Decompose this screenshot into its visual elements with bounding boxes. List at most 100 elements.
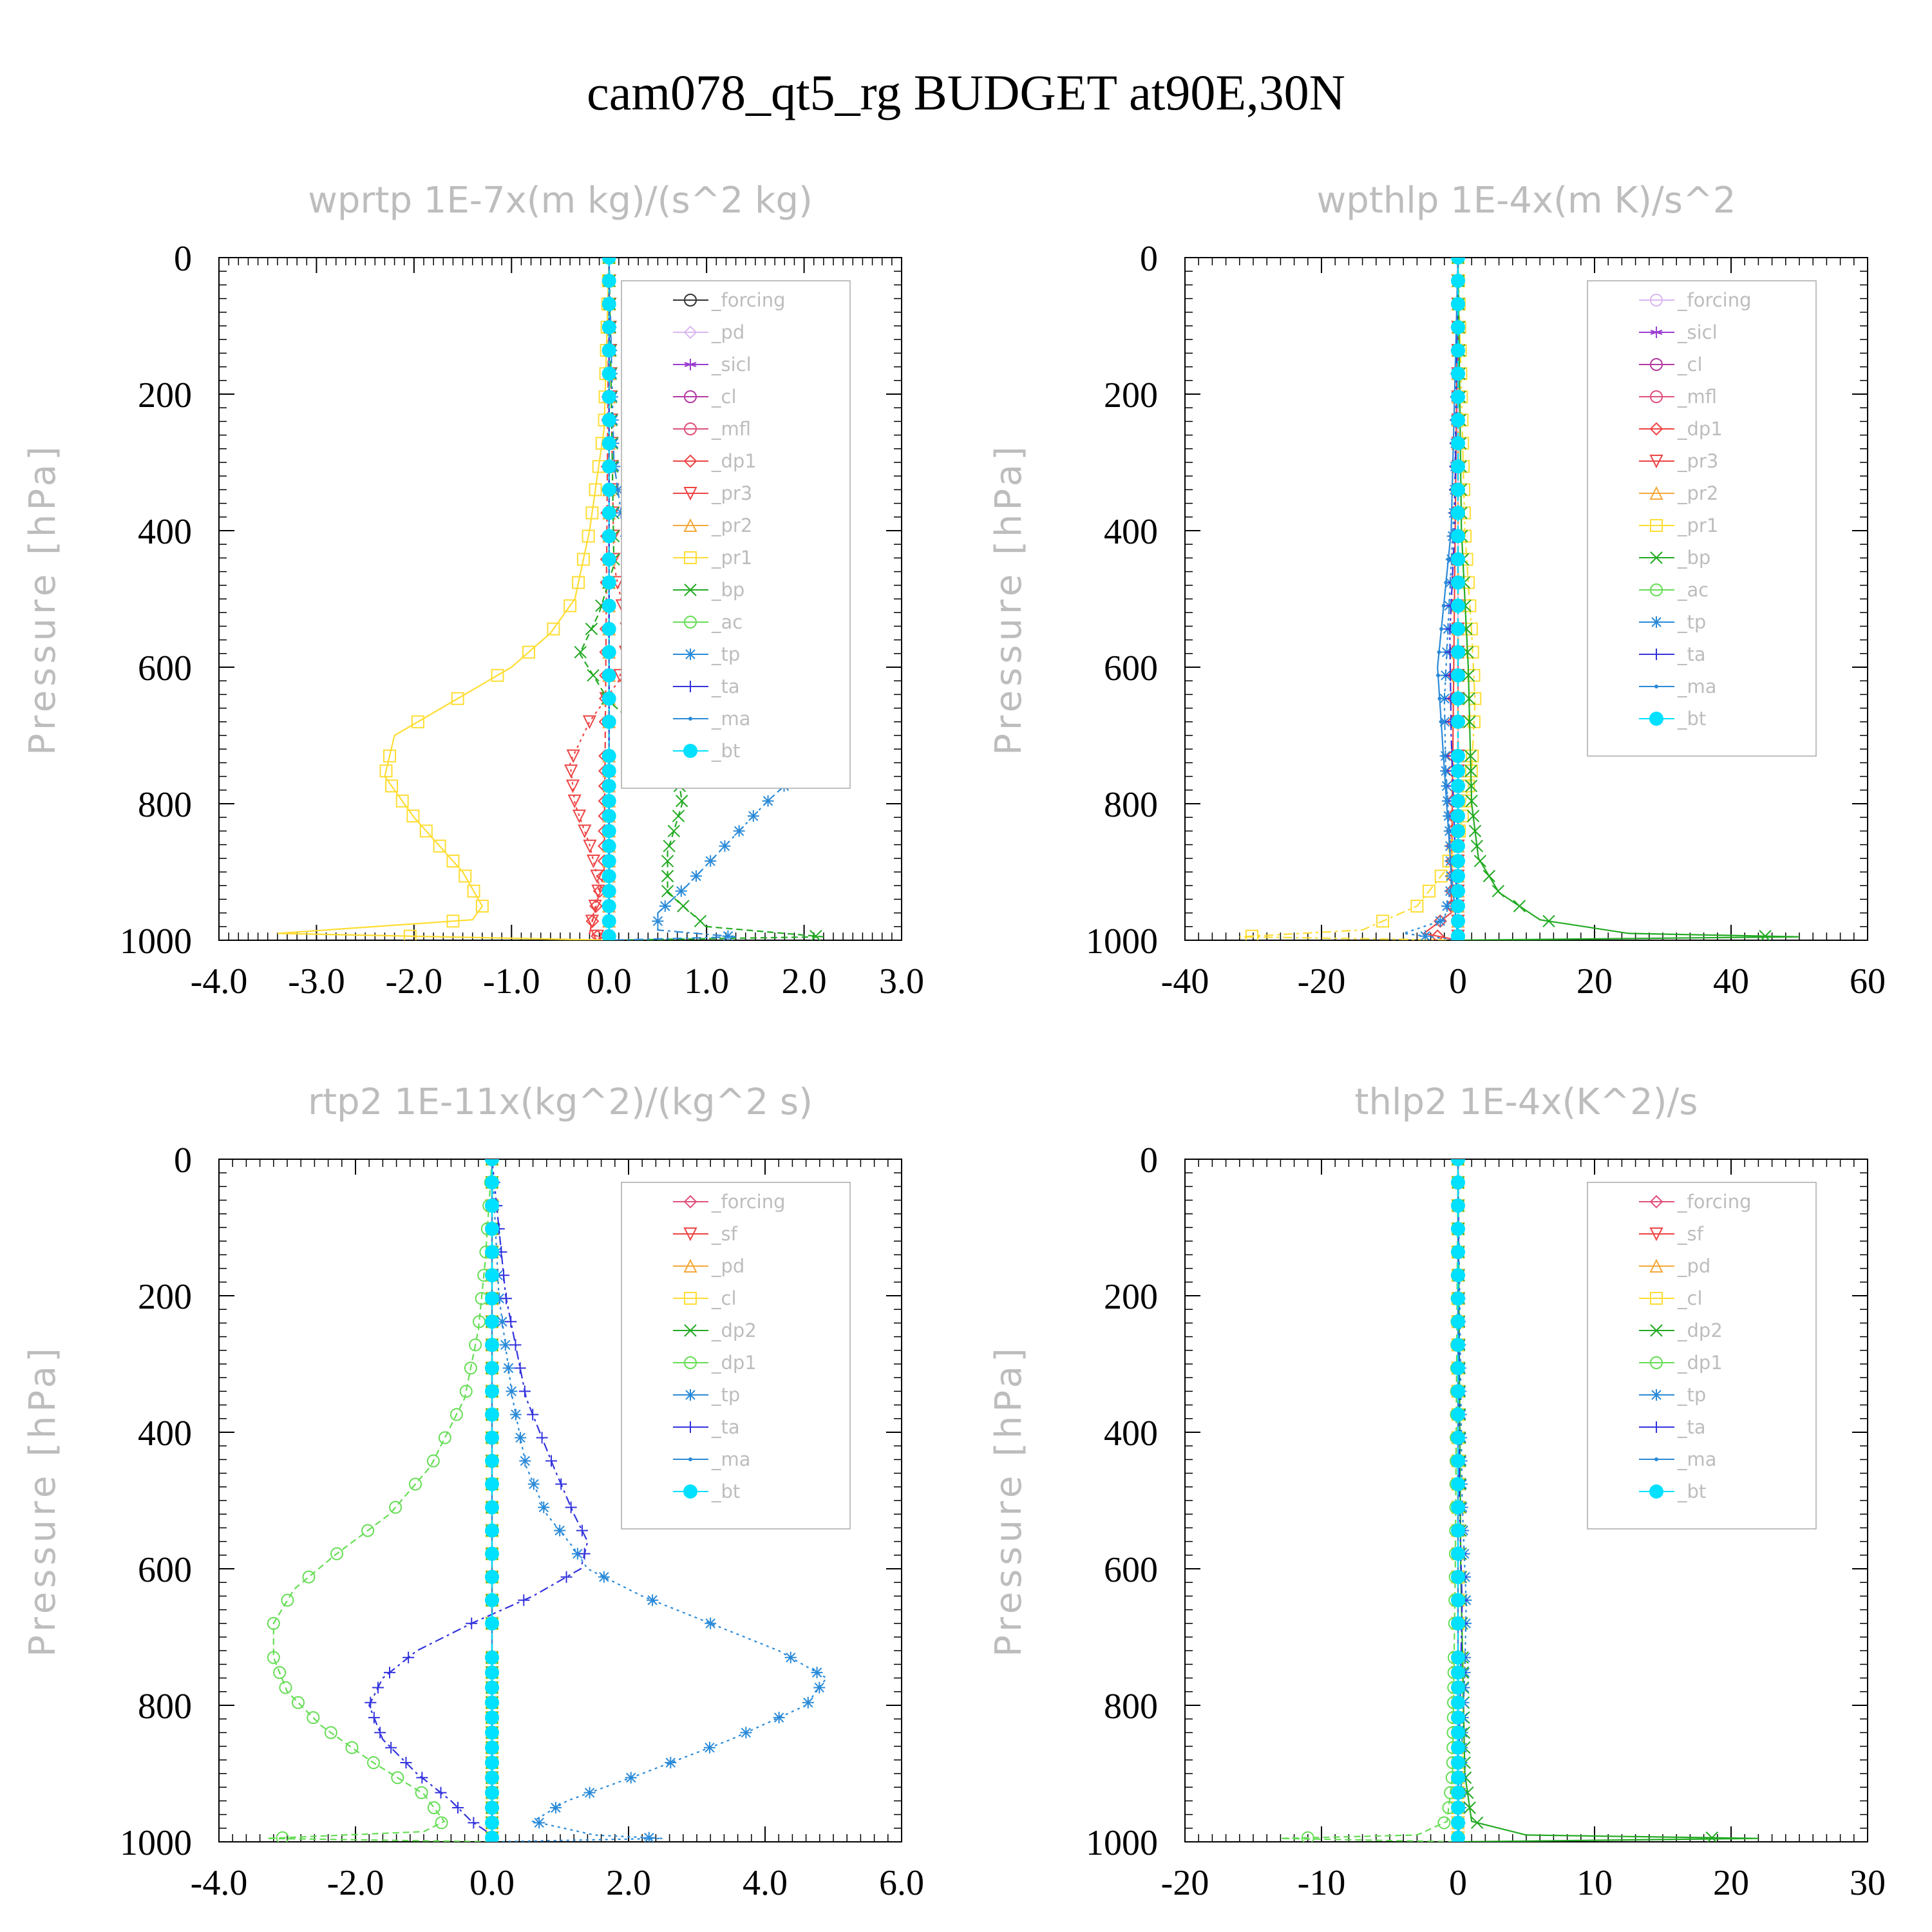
data-point [485, 1430, 499, 1445]
data-point [485, 1695, 499, 1710]
data-point [533, 1817, 545, 1829]
x-tick-label: 0.0 [587, 961, 632, 1001]
data-point [395, 794, 409, 808]
legend-marker [683, 1258, 697, 1273]
data-point [485, 1500, 499, 1515]
legend-marker [1649, 1258, 1663, 1273]
data-point [601, 779, 616, 793]
legend: _forcing _sf _pd _cl _dp2 _dp1 _tp _ta _ma _bt [1587, 1182, 1817, 1530]
series-bt [485, 1159, 499, 1842]
legend-label: _dp1 [711, 450, 757, 472]
data-point [810, 929, 822, 940]
legend-marker [1649, 1227, 1663, 1242]
data-point [485, 1680, 499, 1695]
panel-title: thlp2 1E-4x(K^2)/s [1355, 1081, 1698, 1123]
data-point [601, 838, 616, 853]
data-point [1451, 1710, 1465, 1725]
series-line [368, 1159, 589, 1842]
data-point [408, 1477, 422, 1491]
data-point [372, 1681, 384, 1694]
legend-label: _pr2 [711, 515, 752, 536]
y-tick-label: 1000 [120, 1823, 192, 1863]
data-point [564, 764, 578, 779]
data-point [1451, 1680, 1465, 1695]
data-point [361, 1524, 375, 1537]
data-point [601, 258, 616, 265]
x-tick-label: -3.0 [288, 961, 345, 1001]
data-point [467, 884, 480, 898]
data-point [509, 1408, 522, 1421]
data-point [1444, 580, 1448, 585]
data-point [1451, 1725, 1465, 1740]
legend-marker [683, 1484, 697, 1499]
data-point [519, 1455, 531, 1467]
data-point [276, 1831, 289, 1842]
x-tick-label: -4.0 [191, 1863, 248, 1903]
data-point [514, 1362, 526, 1374]
data-point [485, 1245, 499, 1260]
data-point [601, 621, 616, 636]
x-tick-label: -10 [1298, 1863, 1346, 1903]
data-point [1451, 390, 1465, 404]
legend-marker [684, 551, 697, 564]
legend-label: _tp [711, 1384, 740, 1406]
legend-marker [685, 649, 696, 660]
legend-item: _forcing [1639, 289, 1752, 311]
data-point [1513, 900, 1526, 913]
legend-label: _ma [711, 708, 751, 730]
data-point [740, 1727, 752, 1739]
data-point [1451, 793, 1465, 808]
data-point [1451, 929, 1465, 940]
data-point [811, 1667, 823, 1679]
data-point [1451, 1500, 1465, 1515]
data-point [1441, 900, 1454, 912]
legend-label: _forcing [1677, 289, 1752, 311]
data-point [1437, 696, 1442, 701]
data-point [302, 1570, 316, 1584]
data-point [588, 900, 602, 914]
data-point [601, 482, 616, 497]
legend-marker [1649, 1195, 1663, 1209]
legend-label: _dp1 [1677, 418, 1723, 440]
legend-marker [1650, 583, 1663, 596]
data-point [433, 839, 446, 853]
panel-title: wpthlp 1E-4x(m K)/s^2 [1316, 180, 1736, 222]
chart-panel-3: rtp2 1E-11x(kg^2)/(kg^2 s) -4.0 -2.0 0.0 2.0… [22, 1081, 924, 1903]
y-tick-label: 600 [138, 1550, 192, 1590]
legend-marker [1651, 616, 1662, 628]
data-point [267, 1651, 280, 1664]
data-point [690, 870, 702, 882]
data-point [279, 1681, 292, 1694]
data-point [722, 930, 734, 940]
legend-item: _sf [1639, 1223, 1704, 1245]
series-dp1 [1280, 1159, 1464, 1842]
y-tick-label: 400 [1104, 512, 1158, 552]
legend-item: _pr2 [673, 515, 752, 536]
legend-item: _ta [1639, 1416, 1706, 1438]
data-point [667, 824, 681, 838]
legend-item: _pr1 [1639, 515, 1718, 536]
legend-item: _ma [673, 708, 751, 730]
data-point [612, 484, 624, 496]
legend-marker [683, 1227, 697, 1242]
data-point [784, 1651, 797, 1663]
legend-label: _tp [711, 643, 740, 665]
data-point [1451, 1770, 1465, 1785]
y-axis-title: Pressure [hPa] [22, 442, 64, 755]
x-tick-label: 20 [1577, 961, 1613, 1001]
legend-item: _ac [673, 611, 743, 633]
data-point [1451, 274, 1465, 289]
x-tick-label: -2.0 [327, 1863, 384, 1903]
data-point [1451, 1740, 1465, 1755]
y-tick-label: 400 [138, 512, 192, 552]
data-point [585, 622, 598, 636]
data-point [485, 1569, 499, 1584]
data-point [1451, 1523, 1465, 1538]
data-point [538, 1501, 550, 1513]
legend-marker [1650, 294, 1663, 307]
series-line [1422, 258, 1459, 940]
data-point [1451, 413, 1465, 428]
legend-box [1587, 280, 1817, 757]
data-point [1441, 753, 1446, 758]
legend-label: _cl [1677, 1287, 1703, 1309]
